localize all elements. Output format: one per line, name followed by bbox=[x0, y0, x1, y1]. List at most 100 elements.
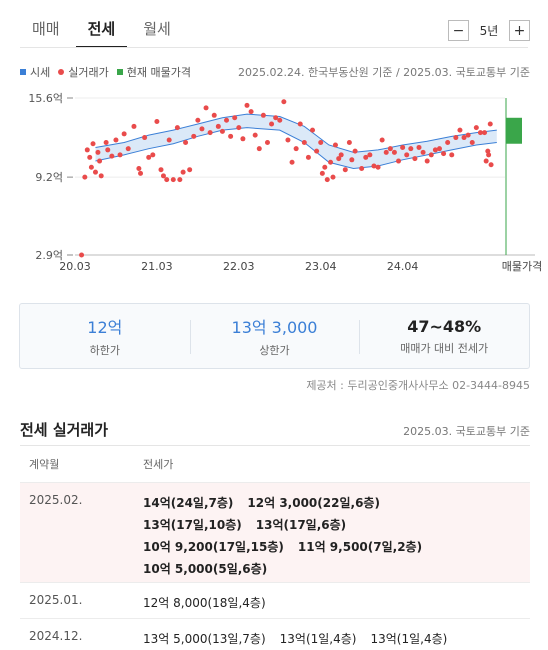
transaction-point bbox=[105, 147, 111, 153]
transaction-point bbox=[79, 252, 85, 258]
current-listing-swatch-icon bbox=[116, 69, 123, 75]
transaction-point bbox=[244, 102, 250, 108]
market-price-band bbox=[95, 114, 497, 169]
current-listing-axis-label: 매물가격 bbox=[502, 260, 542, 273]
x-tick-label: 22.03 bbox=[223, 260, 255, 273]
section-title: 전세 실거래가 bbox=[20, 421, 109, 439]
deal-type-tabs: 매매 전세 월세 bbox=[20, 8, 187, 48]
transaction-point bbox=[98, 173, 104, 179]
transaction-point bbox=[391, 149, 397, 155]
transaction-point bbox=[150, 152, 156, 158]
transaction-point bbox=[166, 137, 172, 143]
transaction-point bbox=[338, 152, 344, 158]
x-tick-label: 24.04 bbox=[387, 260, 419, 273]
transaction-point bbox=[84, 147, 90, 153]
transaction-point bbox=[297, 121, 303, 127]
transaction-point bbox=[301, 140, 307, 146]
transaction-point bbox=[154, 118, 160, 124]
transaction-point bbox=[264, 140, 270, 146]
summary-value: 12억 bbox=[87, 318, 123, 337]
transaction-point bbox=[342, 167, 348, 173]
price-item: 11억 9,500(7일,2층) bbox=[297, 539, 423, 554]
transaction-point bbox=[487, 121, 493, 127]
transaction-point bbox=[248, 109, 254, 115]
table-row: 2025.01. 12억 8,000(18일,4층) bbox=[20, 582, 530, 618]
transaction-point bbox=[260, 112, 266, 118]
transaction-point bbox=[90, 141, 96, 147]
transaction-point bbox=[219, 128, 225, 134]
tab-monthly-rent[interactable]: 월세 bbox=[143, 20, 171, 38]
tab-divider bbox=[20, 47, 528, 48]
transaction-point bbox=[103, 140, 109, 146]
legend-item-transaction: 실거래가 bbox=[58, 64, 109, 80]
transaction-point bbox=[136, 165, 142, 171]
transaction-point bbox=[177, 177, 183, 183]
transaction-point bbox=[404, 152, 410, 158]
summary-lower-price: 12억 하한가 bbox=[20, 304, 190, 368]
price-item: 12억 3,000(22일,6층) bbox=[247, 495, 380, 510]
transaction-point bbox=[273, 115, 279, 121]
transaction-point bbox=[277, 117, 283, 123]
tab-jeonse[interactable]: 전세 bbox=[75, 8, 128, 48]
tab-sale[interactable]: 매매 bbox=[32, 20, 60, 38]
summary-value: 47~48% bbox=[407, 316, 482, 336]
transaction-point bbox=[191, 133, 197, 139]
period-decrease-button[interactable]: − bbox=[448, 20, 469, 41]
transaction-point bbox=[97, 158, 103, 164]
table-row: 2024.12. 13억 5,000(13일,7층) 13억(1일,4층) 13… bbox=[20, 618, 530, 650]
transaction-point bbox=[174, 125, 180, 131]
transaction-point bbox=[375, 164, 381, 170]
row-prices: 12억 8,000(18일,4층) bbox=[143, 583, 530, 618]
transaction-point bbox=[352, 148, 358, 154]
transaction-point bbox=[359, 165, 365, 171]
summary-ratio: 47~48% 매매가 대비 전세가 bbox=[359, 304, 529, 368]
transaction-point bbox=[232, 115, 238, 121]
transaction-point bbox=[256, 146, 262, 152]
transaction-point bbox=[379, 137, 385, 143]
section-source: 2025.03. 국토교통부 기준 bbox=[403, 425, 530, 438]
transaction-point bbox=[228, 133, 234, 139]
price-item: 13억(1일,4층) bbox=[370, 631, 448, 646]
period-control: − 5년 + bbox=[448, 20, 530, 41]
transaction-point bbox=[477, 130, 483, 136]
transaction-point bbox=[473, 125, 479, 131]
price-item: 10억 9,200(17일,15층) bbox=[143, 539, 284, 554]
transaction-point bbox=[318, 140, 324, 146]
transaction-point bbox=[158, 167, 164, 173]
transaction-point bbox=[252, 132, 258, 138]
transaction-point bbox=[240, 136, 246, 142]
current-listing-bar bbox=[506, 117, 522, 144]
transaction-point bbox=[224, 117, 230, 123]
market-price-swatch-icon bbox=[20, 69, 26, 75]
transaction-point bbox=[183, 140, 189, 146]
chart-legend: 시세 실거래가 현재 매물가격 bbox=[20, 64, 199, 80]
row-date: 2025.02. bbox=[29, 493, 83, 507]
transaction-point bbox=[383, 149, 389, 155]
transaction-point bbox=[449, 152, 455, 158]
transaction-point bbox=[441, 151, 447, 157]
price-item: 13억 5,000(13일,7층) bbox=[143, 631, 266, 646]
transaction-point bbox=[367, 152, 373, 158]
period-value: 5년 bbox=[479, 24, 499, 38]
transaction-point bbox=[408, 146, 414, 152]
transaction-point bbox=[310, 127, 316, 133]
transaction-point bbox=[322, 164, 328, 170]
market-price-upper-line bbox=[95, 113, 497, 153]
legend-item-market-price: 시세 bbox=[20, 64, 50, 80]
chart-source: 2025.02.24. 한국부동산원 기준 / 2025.03. 국토교통부 기… bbox=[238, 66, 530, 79]
transaction-point bbox=[445, 140, 451, 146]
row-date: 2024.12. bbox=[29, 629, 83, 643]
transaction-point bbox=[199, 126, 205, 132]
transaction-point bbox=[195, 117, 201, 123]
transaction-point bbox=[142, 135, 148, 141]
transaction-point bbox=[330, 174, 336, 180]
transaction-point bbox=[412, 156, 418, 162]
row-date: 2025.01. bbox=[29, 593, 83, 607]
transaction-point bbox=[387, 146, 393, 152]
transaction-point bbox=[319, 170, 325, 176]
transaction-point bbox=[88, 164, 94, 170]
transaction-point bbox=[336, 156, 342, 162]
period-increase-button[interactable]: + bbox=[509, 20, 530, 41]
transaction-point bbox=[469, 140, 475, 146]
